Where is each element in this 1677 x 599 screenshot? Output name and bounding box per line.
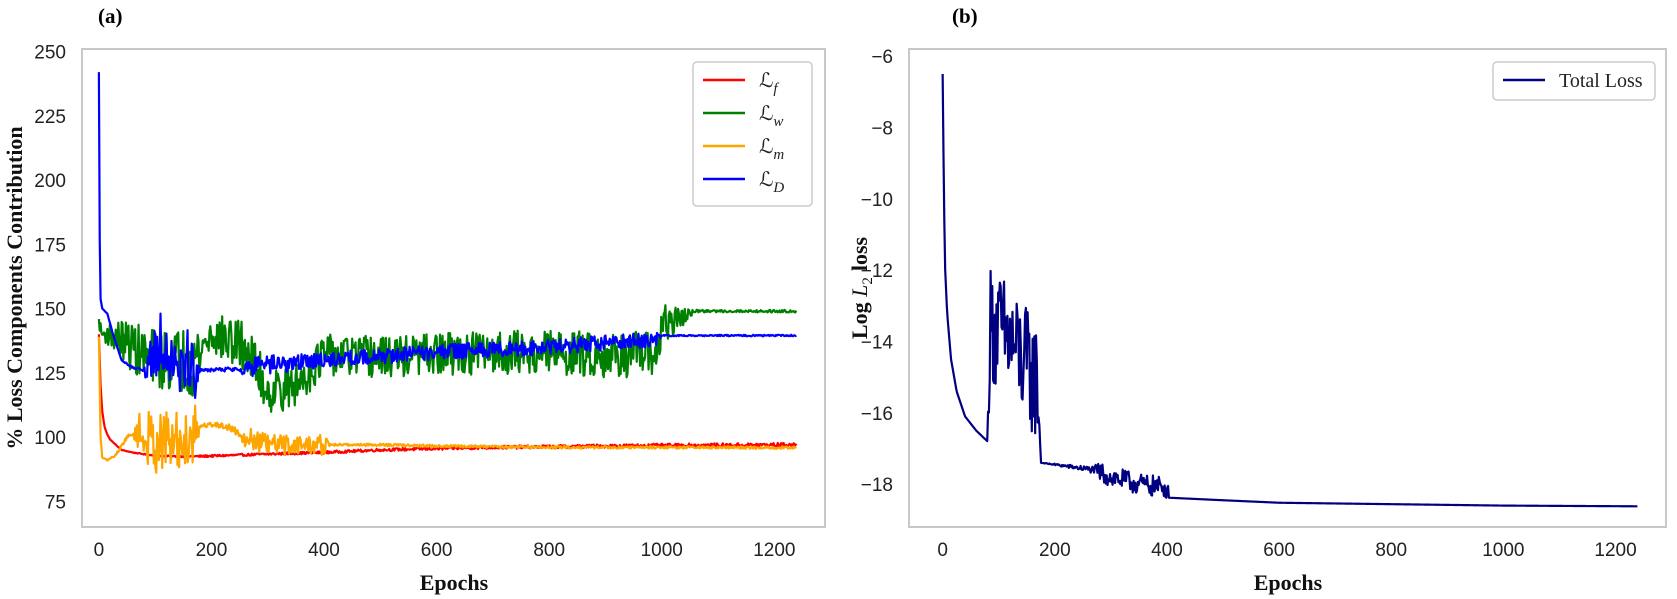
panel-a-legend-label: ℒD (759, 169, 784, 196)
panel-b-y-tick-label: −18 (861, 475, 893, 496)
legend-script-l: ℒ (759, 70, 773, 92)
panel-b-x-ticks: 0 200 400 600 800 1000 1200 (937, 540, 1636, 561)
panel-a-legend-label: ℒf (759, 70, 779, 97)
panel-a-y-tick-label: 100 (34, 428, 66, 449)
panel-a-label: (a) (98, 4, 123, 28)
panel-a-legend-label: ℒw (759, 103, 783, 130)
panel-b-label: (b) (952, 4, 978, 28)
panel-b-y-axis-label-var: L (847, 285, 872, 298)
panel-a-x-ticks: 0 200 400 600 800 1000 1200 (94, 540, 796, 561)
panel-a-x-tick-label: 1200 (753, 540, 795, 561)
panel-b-y-tick-label: −16 (861, 404, 893, 425)
panel-a-y-tick-label: 75 (45, 492, 66, 513)
panel-b-y-axis-label-prefix: Log (847, 302, 872, 339)
panel-a-x-tick-label: 200 (196, 540, 228, 561)
panel-a-series-line-w (97, 304, 798, 413)
panel-a-x-tick-label: 1000 (641, 540, 683, 561)
panel-b: (b) 0 200 400 600 800 1000 1200 −6−8−10−12−14−… (847, 4, 1667, 595)
panel-a-y-axis-label: % Loss Components Contribution (2, 126, 27, 449)
panel-b-x-tick-label: 1200 (1594, 540, 1636, 561)
legend-subscript: w (773, 114, 783, 130)
panel-a-y-tick-label: 125 (34, 364, 66, 385)
panel-a-y-ticks: 75 100 125 150 175 200 225 250 (34, 43, 66, 514)
panel-a-x-tick-label: 800 (533, 540, 565, 561)
legend-subscript: D (772, 180, 784, 196)
panel-b-x-tick-label: 200 (1039, 540, 1071, 561)
panel-a-x-tick-label: 400 (308, 540, 340, 561)
panel-b-y-axis-label-suffix: loss (847, 236, 872, 271)
panel-a-legend-label: ℒm (759, 136, 784, 163)
legend-script-l: ℒ (759, 169, 773, 191)
panel-b-x-axis-label: Epochs (1254, 570, 1323, 595)
panel-b-y-tick-label: −10 (861, 190, 893, 211)
legend-subscript: m (773, 147, 784, 163)
panel-a-x-axis-label: Epochs (420, 570, 489, 595)
panel-a-series-line-f (97, 334, 798, 459)
panel-a-legend-box (692, 61, 813, 207)
panel-a-y-tick-label: 200 (34, 171, 66, 192)
panel-b-y-tick-label: −8 (871, 118, 893, 139)
panel-b-y-axis-label-sub: 2 (860, 277, 876, 285)
panel-a: (a) 0 200 400 600 800 1000 1200 75 100 125 150 175… (2, 4, 826, 595)
panel-b-x-tick-label: 1000 (1482, 540, 1524, 561)
panel-b-y-ticks: −6 −8 −10 −12 −14 −16 −18 (861, 47, 894, 496)
panel-b-x-tick-label: 800 (1375, 540, 1407, 561)
panel-b-x-tick-label: 0 (937, 540, 948, 561)
panel-b-series-line-total (941, 73, 1638, 508)
panel-a-y-tick-label: 150 (34, 300, 66, 321)
panel-b-x-tick-label: 400 (1151, 540, 1183, 561)
legend-script-l: ℒ (759, 103, 773, 125)
panel-a-series-line-m (97, 336, 797, 474)
panel-a-y-tick-label: 225 (34, 107, 66, 128)
panel-b-legend-label: Total Loss (1559, 70, 1643, 92)
panel-a-series-line-D (97, 72, 797, 399)
panel-b-frame (908, 48, 1667, 528)
panel-b-series (941, 73, 1638, 508)
panel-b-x-tick-label: 600 (1263, 540, 1295, 561)
panel-b-legend-box (1492, 61, 1656, 101)
panel-b-y-axis-label: Log L2 loss (847, 236, 876, 339)
panel-b-y-tick-label: −14 (861, 333, 894, 354)
panel-a-y-tick-label: 175 (34, 235, 66, 256)
panel-a-x-tick-label: 0 (94, 540, 105, 561)
panel-a-y-tick-label: 250 (34, 43, 66, 64)
legend-subscript: f (773, 81, 779, 97)
panel-a-series (97, 72, 798, 474)
legend-script-l: ℒ (759, 136, 773, 158)
panel-b-y-tick-label: −6 (871, 47, 893, 68)
panel-b-legend: Total Loss (1492, 61, 1656, 101)
panel-b-y-tick-label: −12 (861, 261, 893, 282)
panel-a-x-tick-label: 600 (421, 540, 453, 561)
